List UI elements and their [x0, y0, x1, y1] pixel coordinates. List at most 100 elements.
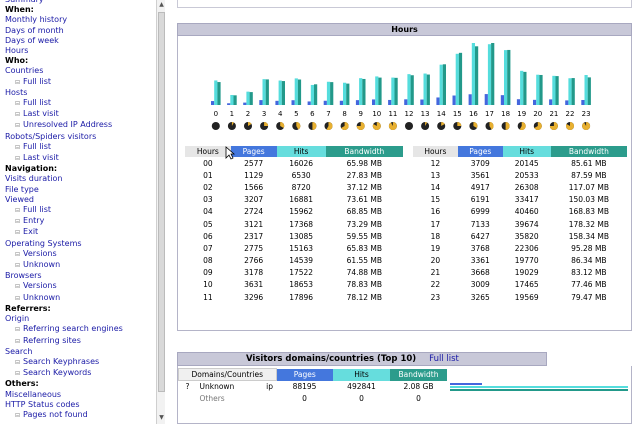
bar-pages-17 [484, 94, 488, 105]
nav-label: Monthly history [5, 15, 68, 25]
nav-label: Origin [5, 314, 30, 324]
nav-hours[interactable]: Hours [5, 46, 156, 56]
domain-name: Unknown [199, 382, 235, 392]
bar-pages-20 [533, 99, 537, 105]
clock-icon [324, 122, 333, 130]
bar-pages-05 [291, 100, 295, 105]
bar-bandwidth-18 [507, 49, 511, 105]
nav-label: When: [5, 5, 34, 15]
nav-countries[interactable]: Countries [5, 66, 156, 76]
nav-file-type[interactable]: File type [5, 185, 156, 195]
bar-hits-20 [536, 74, 540, 105]
nav-unresolved-ip[interactable]: ⊟ Unresolved IP Address [5, 120, 156, 131]
nav-hosts-full-list[interactable]: ⊟ Full list [5, 98, 156, 109]
nav-summary[interactable]: Summary [5, 0, 156, 5]
bandwidth-bar [450, 388, 628, 391]
domain-hits: 0 [359, 394, 364, 403]
table-row: 14 4917 26308 117.07 MB [413, 181, 627, 193]
nav-browsers[interactable]: Browsers [5, 271, 156, 281]
nav-os-unknown[interactable]: ⊟ Unknown [5, 260, 156, 271]
nav-search-keywords[interactable]: ⊟ Search Keywords [5, 368, 156, 379]
visitors-full-list-link[interactable]: Full list [429, 354, 459, 364]
cell-bandwidth: 65.98 MB [346, 158, 383, 168]
tree-branch-icon: ⊟ [15, 78, 21, 86]
nav-referring-sites[interactable]: ⊟ Referring sites [5, 336, 156, 347]
nav-search-keyphrases[interactable]: ⊟ Search Keyphrases [5, 357, 156, 368]
bar-bandwidth-19 [523, 71, 527, 105]
cell-hour: 22 [430, 280, 441, 290]
scroll-up-arrow-icon[interactable]: ▲ [159, 1, 164, 8]
table-row: 16 6999 40460 168.83 MB [413, 206, 627, 218]
nav-browsers-versions[interactable]: ⊟ Versions [5, 281, 156, 292]
hours-section: 0 1 2 3 4 5 6 7 8 9 10 11 12 13 14 15 16 17 18 19 20 21 22 23 H… [177, 36, 632, 331]
nav-operating-systems[interactable]: Operating Systems [5, 239, 156, 249]
cell-hits: 17896 [289, 292, 314, 302]
hour-tick-label: 20 [533, 110, 542, 118]
nav-miscellaneous[interactable]: Miscellaneous [5, 390, 156, 400]
bar-hits-23 [584, 75, 588, 105]
nav-search[interactable]: Search [5, 347, 156, 357]
nav-days-of-month[interactable]: Days of month [5, 26, 156, 36]
cell-pages: 3265 [470, 292, 490, 302]
domain-graph [447, 393, 631, 405]
clock-icon [549, 122, 558, 130]
nav-robots[interactable]: Robots/Spiders visitors [5, 132, 156, 142]
nav-hosts-last-visit[interactable]: ⊟ Last visit [5, 109, 156, 120]
nav-pages-not-found[interactable]: ⊟ Pages not found [5, 410, 156, 421]
nav-monthly-history[interactable]: Monthly history [5, 15, 156, 25]
nav-visits-duration[interactable]: Visits duration [5, 174, 156, 184]
clock-icon [501, 122, 510, 130]
clock-icon [485, 122, 494, 130]
cell-hits: 13085 [289, 231, 314, 241]
nav-robots-full-list[interactable]: ⊟ Full list [5, 142, 156, 153]
nav-label: Days of month [5, 25, 64, 35]
cell-hits: 26308 [514, 182, 539, 192]
nav-hosts[interactable]: Hosts [5, 88, 156, 98]
bar-pages-02 [243, 102, 247, 105]
domain-bandwidth: 2.08 GB [403, 382, 434, 391]
cell-hour: 19 [430, 243, 441, 253]
clock-icon [372, 122, 381, 130]
domain-name: Others [199, 394, 225, 403]
bar-bandwidth-23 [587, 77, 591, 105]
cell-hits: 40460 [514, 207, 539, 217]
nav-browsers-unknown[interactable]: ⊟ Unknown [5, 293, 156, 304]
nav-robots-last-visit[interactable]: ⊟ Last visit [5, 153, 156, 164]
cell-bandwidth: 61.55 MB [346, 256, 383, 266]
clock-icon [582, 122, 591, 130]
nav-viewed[interactable]: Viewed [5, 195, 156, 205]
domain-pages: 0 [302, 394, 307, 403]
cell-hits: 17368 [289, 219, 314, 229]
bar-bandwidth-16 [475, 46, 479, 105]
nav-http-status[interactable]: HTTP Status codes [5, 400, 156, 410]
bar-pages-04 [275, 100, 279, 105]
cell-pages: 2766 [244, 256, 264, 266]
bar-bandwidth-09 [362, 78, 366, 105]
nav-label: Unresolved IP Address [23, 120, 113, 130]
scroll-thumb[interactable] [158, 12, 165, 392]
cell-hits: 20145 [514, 158, 539, 168]
nav-origin[interactable]: Origin [5, 314, 156, 324]
nav-viewed-exit[interactable]: ⊟ Exit [5, 227, 156, 238]
table-row: 07 2775 15163 65.83 MB [185, 242, 403, 254]
nav-label: Robots/Spiders visitors [5, 131, 97, 141]
nav-viewed-full-list[interactable]: ⊟ Full list [5, 205, 156, 216]
nav-countries-full-list[interactable]: ⊟ Full list [5, 77, 156, 88]
nav-label: Hosts [5, 87, 28, 97]
table-row: 17 7133 39674 178.32 MB [413, 218, 627, 230]
bar-hits-18 [504, 50, 508, 105]
cell-hour: 04 [203, 207, 213, 217]
hour-tick-label: 19 [517, 110, 526, 118]
nav-days-of-week[interactable]: Days of week [5, 36, 156, 46]
table-row: 11 3296 17896 78.12 MB [185, 291, 403, 303]
nav-os-versions[interactable]: ⊟ Versions [5, 249, 156, 260]
cell-hour: 18 [430, 231, 441, 241]
nav-scrollbar[interactable]: ▲ ▼ [156, 0, 165, 424]
nav-viewed-entry[interactable]: ⊟ Entry [5, 216, 156, 227]
hour-tick-label: 7 [326, 110, 330, 118]
nav-referring-search-engines[interactable]: ⊟ Referring search engines [5, 324, 156, 335]
tree-branch-icon: ⊟ [15, 229, 21, 237]
scroll-down-arrow-icon[interactable]: ▼ [159, 414, 164, 421]
hour-tick-label: 13 [421, 110, 430, 118]
clock-icon [227, 122, 236, 130]
